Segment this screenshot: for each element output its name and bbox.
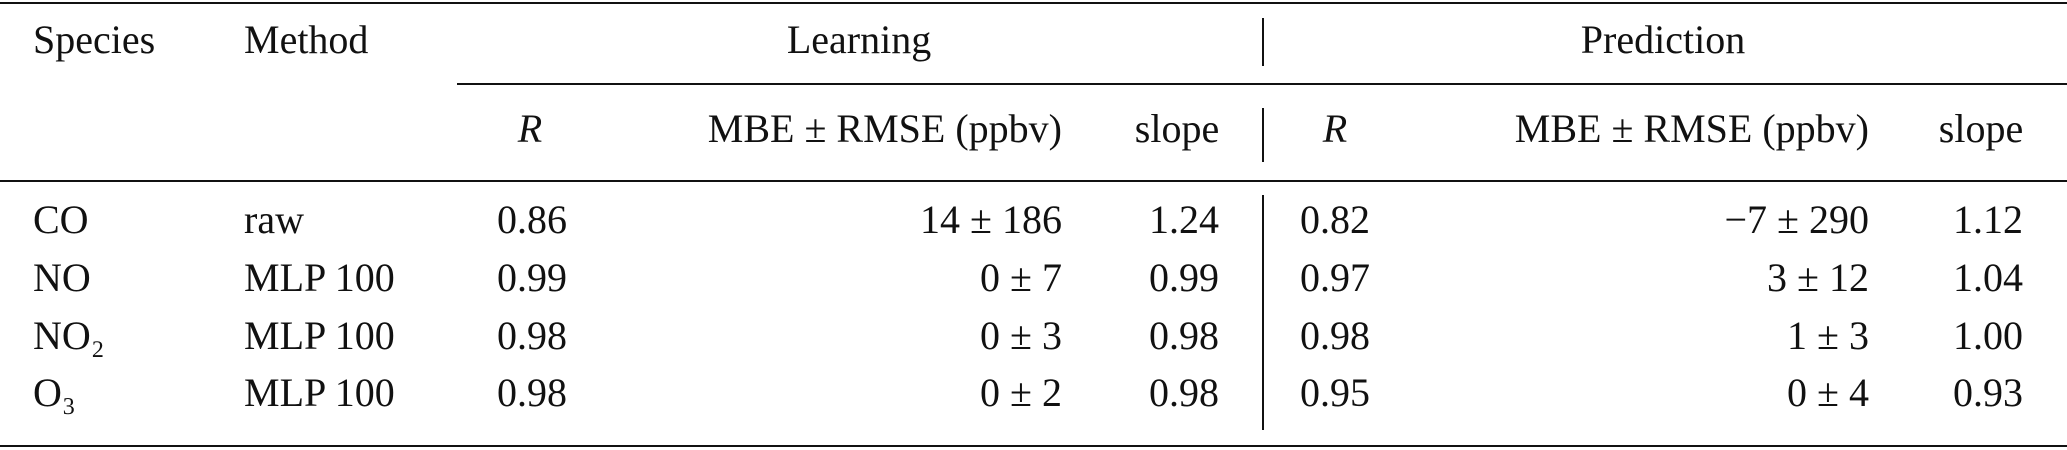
table-cell: 0.93	[1953, 370, 2023, 415]
table-cell: 0 ± 3	[980, 313, 1062, 358]
table-cell: MLP 100	[244, 313, 395, 358]
header-group: Prediction	[1581, 17, 1745, 62]
table-cell: 1 ± 3	[1787, 313, 1869, 358]
table-cell: 14 ± 186	[920, 197, 1062, 242]
table-cell: 0.82	[1300, 197, 1370, 242]
table-cell: NO	[33, 255, 91, 300]
table-cell: 1.24	[1149, 197, 1219, 242]
table-cell: 0.98	[497, 370, 567, 415]
subheader-cell: R	[1322, 106, 1347, 151]
table-cell: 0.86	[497, 197, 567, 242]
header-species: Species	[33, 17, 155, 62]
subheader-cell: MBE ± RMSE (ppbv)	[1515, 106, 1869, 151]
header-method: Method	[244, 17, 368, 62]
table-cell: 1.04	[1953, 255, 2023, 300]
table-cell: 0.98	[1149, 313, 1219, 358]
table-cell: NO₂	[33, 313, 105, 358]
table-cell: 0 ± 7	[980, 255, 1062, 300]
table-cell: 0.98	[1149, 370, 1219, 415]
table-cell: O₃	[33, 370, 76, 415]
table-cell: MLP 100	[244, 370, 395, 415]
table-cell: 0.97	[1300, 255, 1370, 300]
table-cell: 0.99	[497, 255, 567, 300]
table-cell: raw	[244, 197, 304, 242]
table-cell: 1.12	[1953, 197, 2023, 242]
table-cell: 0 ± 4	[1787, 370, 1869, 415]
table-cell: CO	[33, 197, 89, 242]
table-cell: 3 ± 12	[1767, 255, 1869, 300]
table-cell: 1.00	[1953, 313, 2023, 358]
table-cell: 0 ± 2	[980, 370, 1062, 415]
table-cell: 0.95	[1300, 370, 1370, 415]
subheader-cell: slope	[1939, 106, 2023, 151]
subheader-cell: R	[517, 106, 542, 151]
table-cell: −7 ± 290	[1724, 197, 1869, 242]
header-group: Learning	[787, 17, 931, 62]
table-cell: MLP 100	[244, 255, 395, 300]
table-cell: 0.98	[1300, 313, 1370, 358]
table-cell: 0.99	[1149, 255, 1219, 300]
subheader-cell: MBE ± RMSE (ppbv)	[708, 106, 1062, 151]
table-cell: 0.98	[497, 313, 567, 358]
subheader-cell: slope	[1135, 106, 1219, 151]
